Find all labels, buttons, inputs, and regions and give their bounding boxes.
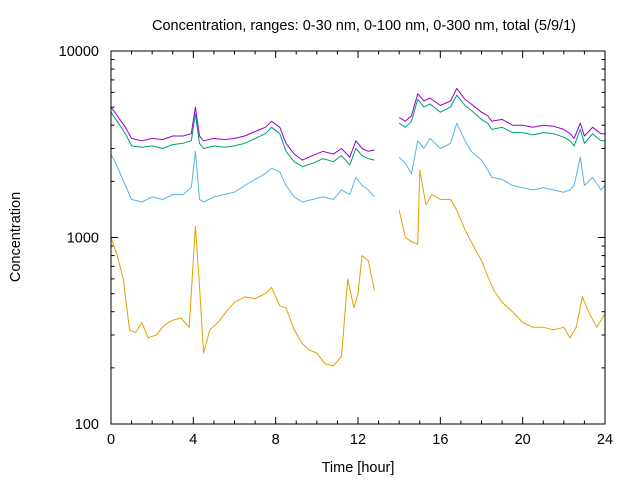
- series-0-300nm-line-segment-1: [398, 122, 606, 193]
- y-tick-label: 1000: [67, 231, 99, 247]
- series-0-300nm-line-segment-0: [110, 150, 375, 203]
- series-0-100nm-line-segment-0: [110, 111, 375, 168]
- y-axis-label: Concentration: [8, 192, 24, 282]
- y-tick-label: 10000: [59, 44, 99, 60]
- series-total-line-segment-1: [398, 169, 606, 339]
- x-tick-label: 8: [272, 432, 280, 448]
- series-0-30nm-line-segment-0: [110, 106, 375, 161]
- plot-frame: [110, 50, 606, 425]
- y-tick-label: 100: [75, 417, 99, 433]
- x-tick-label: 0: [107, 432, 115, 448]
- x-tick-label: 4: [189, 432, 197, 448]
- series-0-100nm-line-segment-1: [398, 94, 605, 147]
- x-tick-label: 20: [515, 432, 531, 448]
- chart-title: Concentration, ranges: 0-30 nm, 0-100 nm…: [152, 18, 576, 34]
- x-axis-label: Time [hour]: [322, 460, 395, 476]
- series-total-line-segment-0: [110, 225, 375, 367]
- series-0-30nm-line-segment-1: [398, 87, 605, 139]
- x-tick-label: 24: [597, 432, 613, 448]
- x-tick-label: 12: [350, 432, 366, 448]
- x-tick-label: 16: [432, 432, 448, 448]
